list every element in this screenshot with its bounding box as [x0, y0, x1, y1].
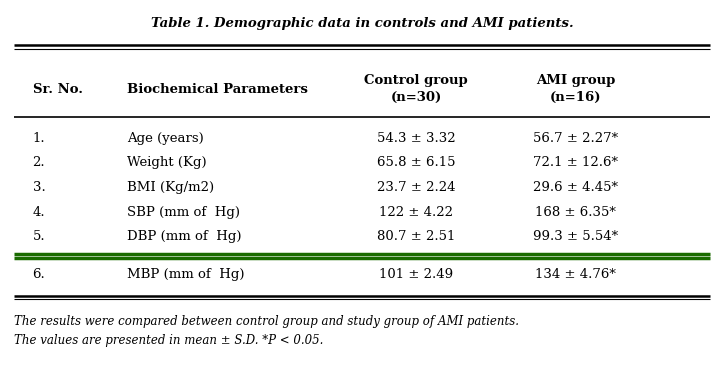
- Text: Weight (Kg): Weight (Kg): [127, 157, 206, 169]
- Text: The values are presented in mean ± S.D. *P < 0.05.: The values are presented in mean ± S.D. …: [14, 334, 324, 346]
- Text: Control group
(n=30): Control group (n=30): [364, 74, 468, 104]
- Text: Biochemical Parameters: Biochemical Parameters: [127, 83, 308, 96]
- Text: AMI group
(n=16): AMI group (n=16): [536, 74, 615, 104]
- Text: 1.: 1.: [33, 132, 45, 145]
- Text: 6.: 6.: [33, 268, 46, 281]
- Text: 4.: 4.: [33, 206, 45, 219]
- Text: 5.: 5.: [33, 230, 45, 243]
- Text: 3.: 3.: [33, 181, 46, 194]
- Text: 134 ± 4.76*: 134 ± 4.76*: [535, 268, 616, 281]
- Text: 56.7 ± 2.27*: 56.7 ± 2.27*: [533, 132, 618, 145]
- Text: 72.1 ± 12.6*: 72.1 ± 12.6*: [533, 157, 618, 169]
- Text: 122 ± 4.22: 122 ± 4.22: [379, 206, 453, 219]
- Text: 80.7 ± 2.51: 80.7 ± 2.51: [377, 230, 455, 243]
- Text: 23.7 ± 2.24: 23.7 ± 2.24: [377, 181, 455, 194]
- Text: 54.3 ± 3.32: 54.3 ± 3.32: [377, 132, 455, 145]
- Text: 29.6 ± 4.45*: 29.6 ± 4.45*: [533, 181, 618, 194]
- Text: The results were compared between control group and study group of AMI patients.: The results were compared between contro…: [14, 315, 520, 327]
- Text: 2.: 2.: [33, 157, 45, 169]
- Text: Table 1. Demographic data in controls and AMI patients.: Table 1. Demographic data in controls an…: [151, 17, 573, 30]
- Text: BMI (Kg/m2): BMI (Kg/m2): [127, 181, 214, 194]
- Text: 99.3 ± 5.54*: 99.3 ± 5.54*: [533, 230, 618, 243]
- Text: Sr. No.: Sr. No.: [33, 83, 83, 96]
- Text: 101 ± 2.49: 101 ± 2.49: [379, 268, 453, 281]
- Text: Age (years): Age (years): [127, 132, 203, 145]
- Text: 65.8 ± 6.15: 65.8 ± 6.15: [377, 157, 455, 169]
- Text: SBP (mm of  Hg): SBP (mm of Hg): [127, 206, 240, 219]
- Text: DBP (mm of  Hg): DBP (mm of Hg): [127, 230, 241, 243]
- Text: MBP (mm of  Hg): MBP (mm of Hg): [127, 268, 244, 281]
- Text: 168 ± 6.35*: 168 ± 6.35*: [535, 206, 616, 219]
